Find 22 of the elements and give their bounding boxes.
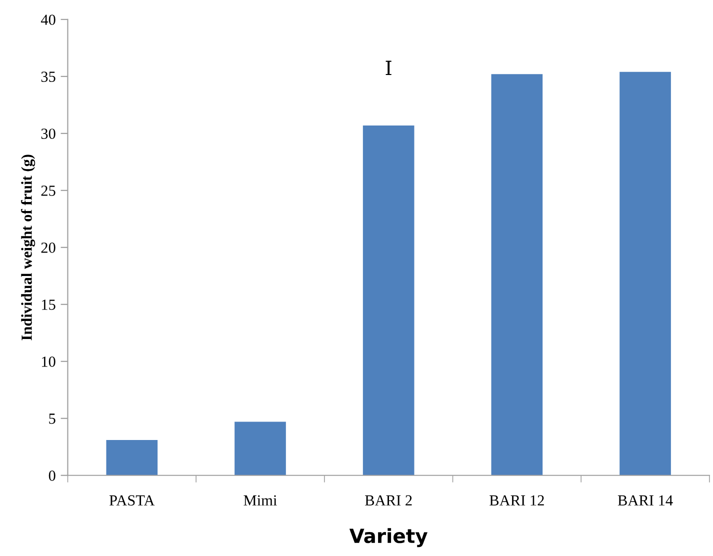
y-tick-label: 10: [42, 356, 56, 367]
y-tick-label: 0: [48, 470, 56, 481]
x-tick-label: PASTA: [109, 495, 155, 506]
y-tick-label: 30: [41, 128, 56, 139]
x-axis-title: Variety: [349, 528, 428, 548]
x-tick-label: Mimi: [244, 495, 277, 506]
bar: [362, 125, 414, 476]
bar: [234, 422, 286, 476]
bar: [491, 74, 543, 476]
annotation: I: [386, 60, 392, 75]
y-tick-label: 20: [41, 242, 56, 253]
y-axis-title: Individual weight of fruit (g): [20, 154, 36, 340]
x-tick-label: BARI 2: [365, 495, 412, 506]
y-tick-label: 5: [49, 414, 56, 424]
x-tick-label: BARI 14: [618, 495, 673, 506]
bar: [620, 72, 671, 476]
y-tick-label: 35: [41, 72, 56, 82]
x-tick-label: BARI 12: [490, 495, 544, 506]
y-tick-label: 40: [40, 14, 56, 25]
bar: [106, 440, 158, 476]
y-tick-label: 25: [41, 186, 56, 196]
y-tick-label: 15: [42, 300, 56, 310]
